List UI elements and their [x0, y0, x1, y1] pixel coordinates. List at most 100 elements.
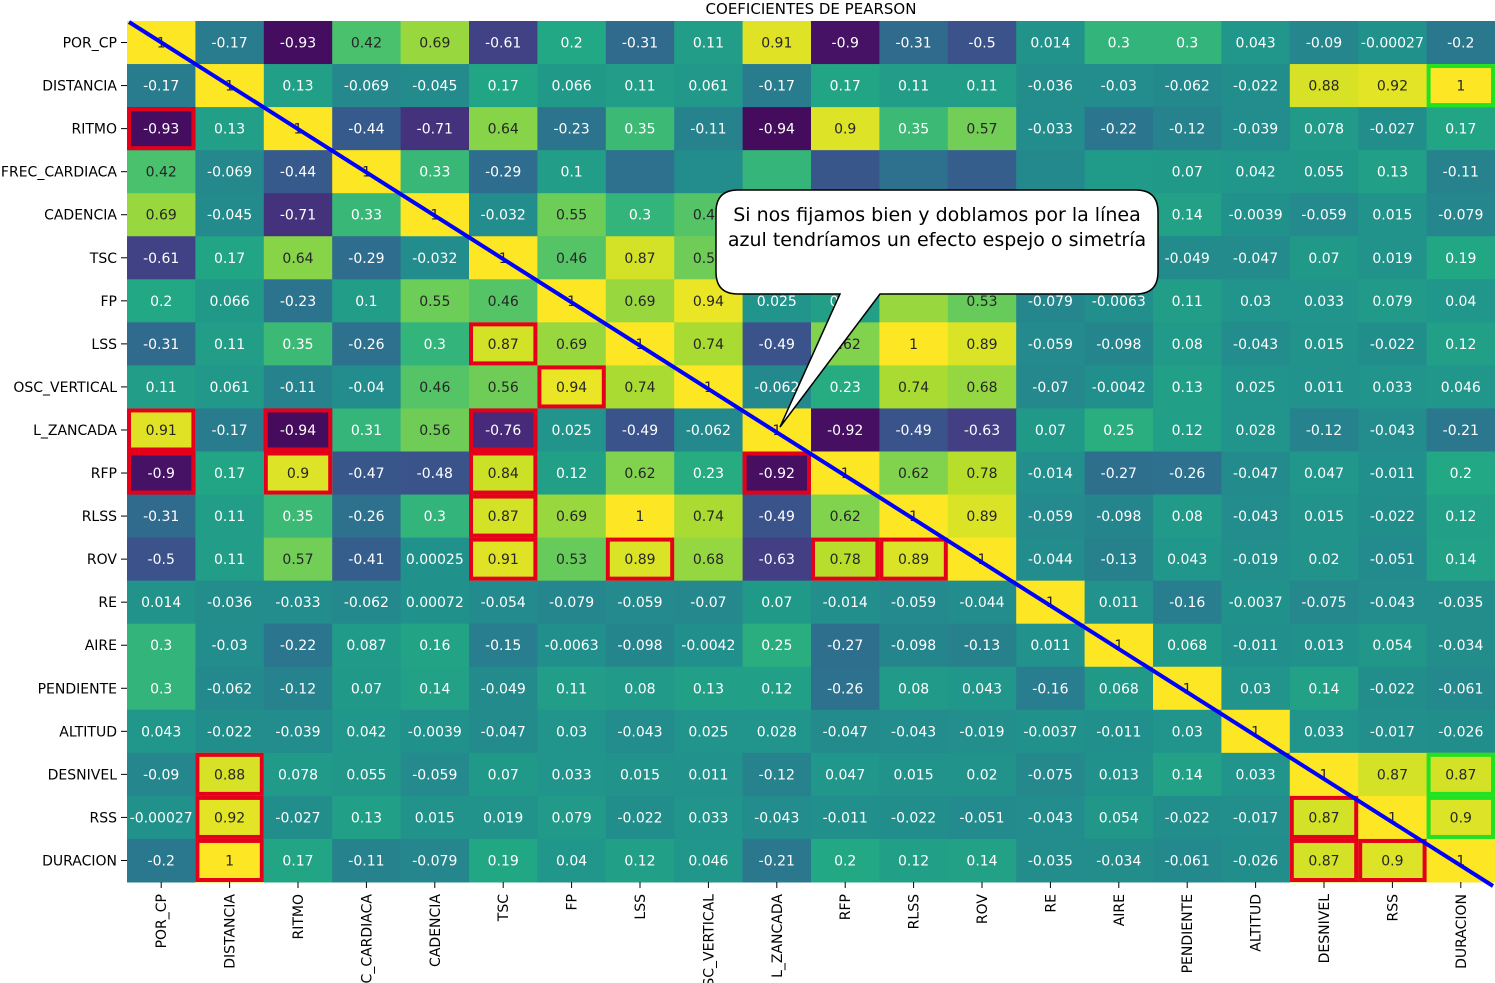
cell-value: 1 [1388, 810, 1397, 826]
heatmap-cell [1289, 150, 1359, 194]
heatmap-cell [537, 64, 607, 108]
heatmap-cell [605, 709, 675, 754]
cell-value: -0.022 [891, 810, 936, 826]
cell-value: -0.011 [1233, 638, 1278, 654]
cell-value: -0.043 [1370, 595, 1415, 611]
heatmap-cell [879, 709, 949, 754]
heatmap-cell [742, 580, 812, 625]
heatmap-cell [1358, 322, 1428, 366]
cell-value: 0.11 [146, 380, 177, 396]
cell-value: 0.043 [962, 681, 1002, 697]
highlight-red-box [537, 365, 606, 409]
cell-value: 0.17 [282, 853, 313, 869]
heatmap-cell [1153, 666, 1222, 711]
heatmap-cell [605, 795, 675, 840]
cell-value: -0.045 [207, 208, 252, 224]
cell-value: 0.047 [1304, 466, 1344, 482]
heatmap-cell [1289, 236, 1359, 280]
cell-value: -0.26 [348, 509, 384, 525]
cell-value: -0.014 [1028, 466, 1073, 482]
heatmap-cell [1221, 279, 1291, 323]
heatmap-cell [195, 365, 265, 409]
heatmap-cell [1084, 838, 1154, 883]
heatmap-cell [537, 494, 607, 539]
cell-value: 0.88 [1308, 79, 1339, 95]
heatmap-cell [1221, 408, 1291, 452]
heatmap-cell [947, 537, 1017, 582]
cell-value: -0.098 [1096, 509, 1141, 525]
heatmap-cell [1221, 838, 1291, 883]
x-tick-label: C_CARDIACA [359, 894, 375, 983]
cell-value: 0.13 [1377, 165, 1408, 181]
cell-value: 0.9 [1450, 810, 1472, 826]
heatmap-cell [1084, 666, 1154, 711]
highlight-red-box [127, 107, 196, 151]
heatmap-cell [1084, 537, 1154, 582]
cell-value: 0.11 [556, 681, 587, 697]
cell-value: 0.92 [214, 810, 245, 826]
cell-value: -0.079 [412, 853, 457, 869]
cell-value: 0.07 [488, 767, 519, 783]
heatmap-cell [947, 752, 1017, 797]
heatmap-cell [947, 322, 1017, 366]
cell-value: 0.17 [488, 79, 519, 95]
cell-value: 1 [1046, 595, 1055, 611]
heatmap-cell [1426, 21, 1495, 65]
heatmap-cell [195, 279, 265, 323]
heatmap-cell [127, 795, 196, 840]
y-tick-label: POR_CP [63, 36, 117, 52]
heatmap-cell [879, 838, 949, 883]
cell-value: 1 [1114, 638, 1123, 654]
cell-value: 0.11 [624, 79, 655, 95]
heatmap-cell [127, 193, 196, 237]
heatmap-cell [1221, 494, 1291, 539]
heatmap-cell [537, 795, 607, 840]
heatmap-cell [742, 795, 812, 840]
cell-value: -0.022 [1233, 79, 1278, 95]
heatmap-cell [263, 537, 333, 582]
highlight-red-box [469, 322, 538, 366]
cell-value: 0.64 [488, 122, 519, 138]
heatmap-cell [811, 451, 880, 496]
highlight-red-box [742, 451, 811, 495]
heatmap-cell [1221, 451, 1291, 496]
cell-value: 0.011 [688, 767, 728, 783]
heatmap-cell [469, 365, 538, 409]
x-tick-label: SC_VERTICAL [701, 894, 717, 983]
heatmap-cell [1289, 451, 1359, 496]
highlight-red-box [469, 494, 538, 538]
cell-value: 0.07 [1172, 165, 1203, 181]
cell-value: 0.35 [624, 122, 655, 138]
heatmap-cell [332, 580, 402, 625]
heatmap-cell [1084, 709, 1154, 754]
heatmap-cell [879, 21, 949, 65]
cell-value: -0.21 [759, 853, 795, 869]
cell-value: 0.054 [1372, 638, 1412, 654]
cell-value: 0.015 [1304, 509, 1344, 525]
cell-value: -0.0063 [1092, 294, 1146, 310]
cell-value: 0.53 [556, 552, 587, 568]
heatmap-cell [811, 666, 880, 711]
cell-value: -0.92 [759, 466, 795, 482]
cell-value: -0.043 [1233, 337, 1278, 353]
heatmap-cell [127, 494, 196, 539]
highlight-red-box [1289, 795, 1359, 839]
heatmap-cell [1426, 64, 1495, 108]
heatmap-cell [1084, 64, 1154, 108]
heatmap-cell [811, 494, 880, 539]
cell-value: 0.12 [1445, 509, 1476, 525]
cell-value: -0.032 [481, 208, 526, 224]
cell-value: 0.62 [898, 466, 929, 482]
cell-value: 0.46 [556, 251, 587, 267]
heatmap-cell [1289, 623, 1359, 668]
cell-value: 0.87 [488, 509, 519, 525]
cell-value: 0.07 [1308, 251, 1339, 267]
cell-value: -0.2 [1447, 36, 1474, 52]
heatmap-cell [1289, 752, 1359, 797]
heatmap-cell [1426, 666, 1495, 711]
cell-value: -0.011 [1096, 724, 1141, 740]
heatmap-cell [1358, 838, 1428, 883]
heatmap-cell [1289, 64, 1359, 108]
cell-value: 0.69 [556, 337, 587, 353]
cell-value: 0.066 [210, 294, 250, 310]
